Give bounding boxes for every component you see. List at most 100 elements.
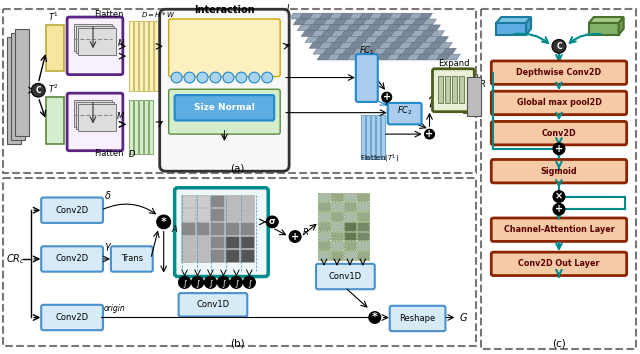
Bar — [241, 222, 254, 235]
Bar — [344, 232, 356, 240]
Bar — [134, 100, 138, 154]
Bar — [331, 212, 343, 221]
Polygon shape — [319, 13, 333, 19]
FancyBboxPatch shape — [111, 246, 153, 272]
Text: Flatten: Flatten — [94, 149, 124, 158]
Polygon shape — [303, 19, 317, 25]
Bar — [148, 100, 153, 154]
Bar — [438, 76, 444, 103]
Polygon shape — [413, 48, 426, 54]
Polygon shape — [436, 54, 451, 60]
Bar — [211, 222, 225, 235]
Circle shape — [230, 276, 243, 288]
Polygon shape — [589, 23, 619, 35]
Bar — [331, 193, 343, 201]
Circle shape — [381, 92, 392, 102]
Polygon shape — [442, 48, 456, 54]
Polygon shape — [339, 42, 353, 48]
Polygon shape — [390, 31, 404, 36]
Polygon shape — [331, 31, 345, 36]
Text: $\delta$: $\delta$ — [104, 189, 111, 201]
Bar — [460, 71, 474, 110]
Bar — [78, 28, 116, 55]
Text: Depthwise Conv2D: Depthwise Conv2D — [516, 68, 602, 77]
Polygon shape — [424, 36, 438, 42]
Polygon shape — [388, 13, 403, 19]
Polygon shape — [313, 48, 327, 54]
Bar — [180, 195, 195, 207]
Polygon shape — [429, 42, 442, 48]
Polygon shape — [426, 54, 440, 60]
Polygon shape — [317, 54, 331, 60]
Text: $T^1$: $T^1$ — [48, 11, 59, 23]
Bar — [241, 235, 254, 248]
FancyBboxPatch shape — [492, 218, 627, 241]
Polygon shape — [589, 17, 623, 23]
Polygon shape — [383, 48, 397, 54]
Polygon shape — [297, 25, 311, 31]
Bar — [357, 193, 369, 201]
Polygon shape — [357, 25, 371, 31]
Text: +: + — [555, 204, 563, 214]
Text: $FC_1$: $FC_1$ — [359, 44, 374, 57]
Polygon shape — [397, 54, 411, 60]
Polygon shape — [359, 13, 372, 19]
Bar — [318, 193, 330, 201]
Text: ×: × — [555, 192, 563, 201]
Bar — [76, 102, 114, 129]
Text: origin: origin — [104, 304, 125, 313]
Bar — [452, 76, 458, 103]
Text: Conv1D: Conv1D — [328, 272, 362, 281]
Polygon shape — [357, 54, 371, 60]
Polygon shape — [327, 54, 341, 60]
Polygon shape — [46, 97, 64, 144]
Bar — [211, 208, 225, 221]
Circle shape — [184, 72, 195, 83]
FancyBboxPatch shape — [433, 69, 474, 112]
Polygon shape — [422, 19, 436, 25]
Polygon shape — [406, 54, 420, 60]
Polygon shape — [381, 31, 395, 36]
Bar — [211, 195, 225, 207]
Bar — [344, 202, 356, 211]
Polygon shape — [317, 25, 331, 31]
Circle shape — [236, 72, 247, 83]
Circle shape — [31, 84, 45, 97]
FancyBboxPatch shape — [492, 252, 627, 275]
Polygon shape — [417, 54, 431, 60]
Polygon shape — [399, 42, 413, 48]
FancyBboxPatch shape — [390, 306, 445, 331]
FancyBboxPatch shape — [492, 61, 627, 84]
Polygon shape — [361, 31, 375, 36]
Circle shape — [552, 40, 566, 53]
Bar — [3, 9, 476, 173]
Bar — [344, 193, 356, 201]
Polygon shape — [411, 31, 424, 36]
Bar — [318, 202, 330, 211]
Text: $N$: $N$ — [117, 37, 125, 48]
Polygon shape — [365, 36, 379, 42]
Text: ∫: ∫ — [182, 278, 187, 287]
Text: ∫: ∫ — [221, 278, 226, 287]
Text: Size Normal: Size Normal — [194, 103, 255, 112]
Text: C: C — [35, 86, 41, 95]
Polygon shape — [399, 13, 413, 19]
Polygon shape — [387, 54, 401, 60]
Polygon shape — [377, 25, 390, 31]
Circle shape — [243, 276, 255, 288]
Bar — [180, 235, 195, 248]
Text: Conv2D: Conv2D — [56, 206, 89, 215]
Polygon shape — [351, 31, 365, 36]
Bar — [331, 232, 343, 240]
Text: Conv2D: Conv2D — [56, 255, 89, 263]
Bar — [331, 251, 343, 260]
Text: (a): (a) — [230, 163, 244, 173]
Text: Expand: Expand — [438, 59, 469, 68]
FancyBboxPatch shape — [179, 293, 247, 316]
Bar — [331, 241, 343, 250]
Text: $D=H*W$: $D=H*W$ — [141, 10, 176, 19]
FancyBboxPatch shape — [169, 89, 280, 134]
Circle shape — [191, 276, 204, 288]
Bar — [144, 100, 148, 154]
Text: +: + — [426, 129, 433, 139]
